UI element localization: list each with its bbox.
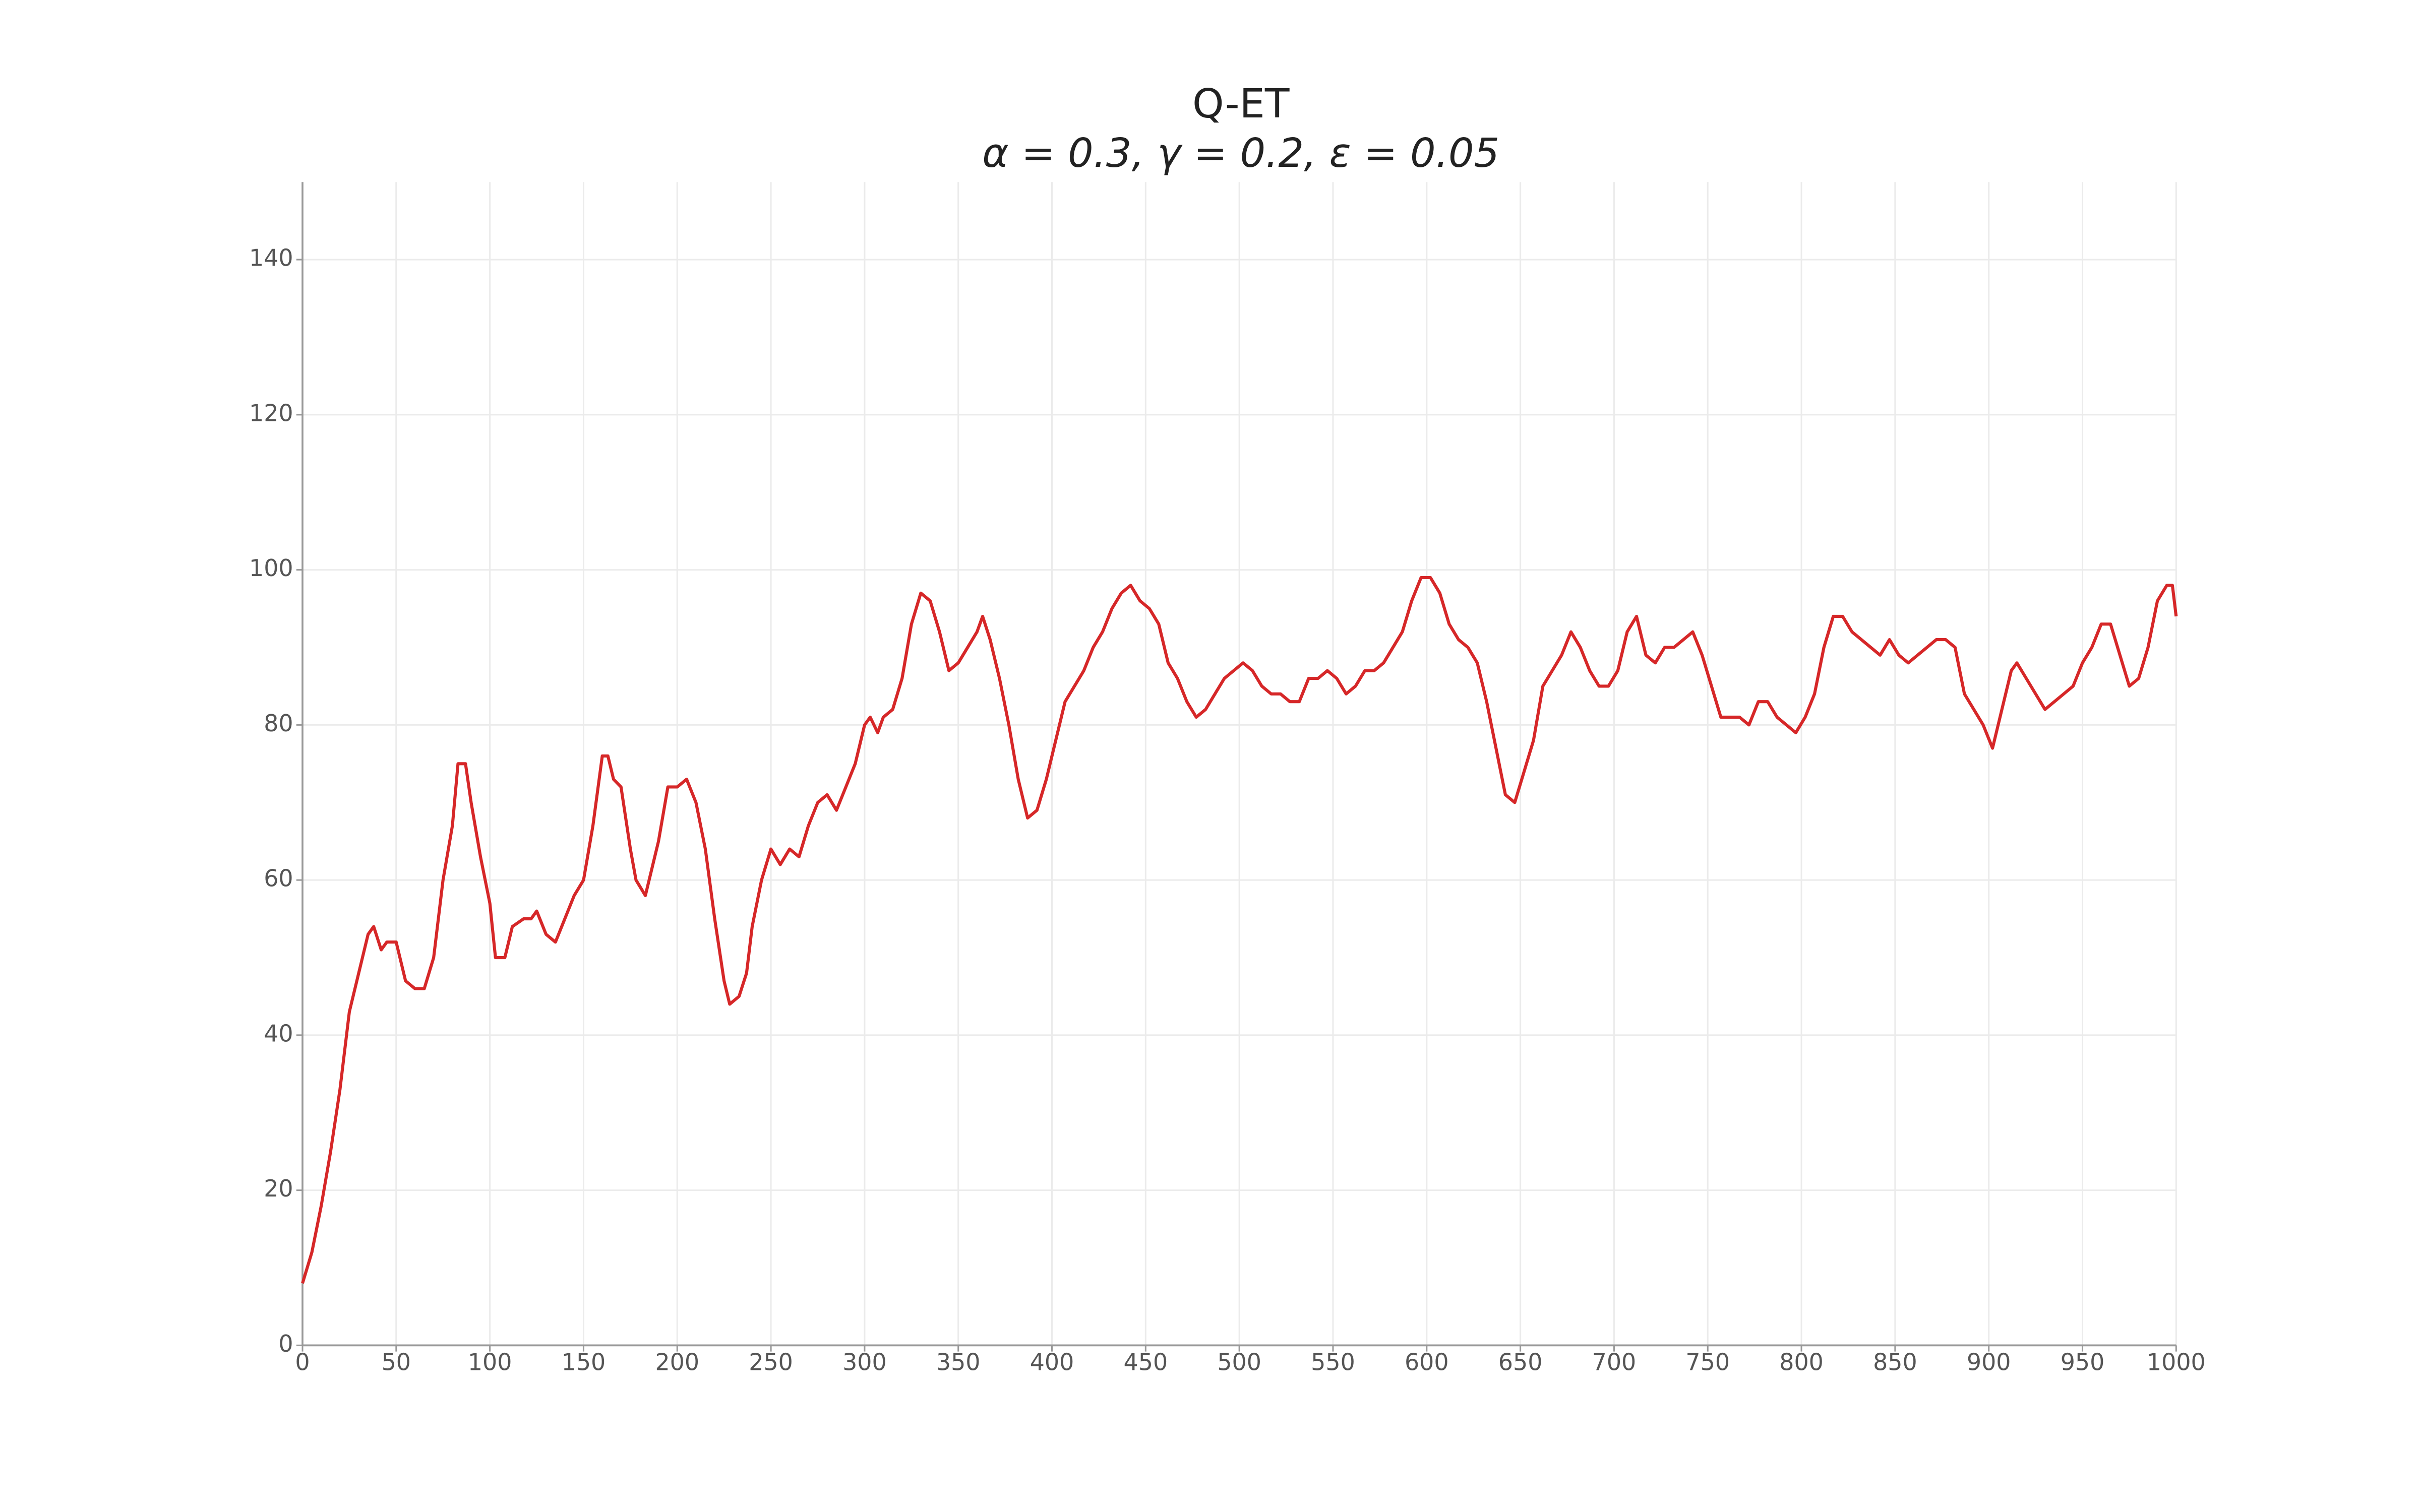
x-tick-label: 450 [1124, 1349, 1168, 1376]
y-tick-label: 140 [249, 244, 293, 272]
x-tick-label: 850 [1873, 1349, 1917, 1376]
x-tick-label: 50 [382, 1349, 411, 1376]
y-tick-label: 60 [264, 865, 293, 892]
y-tick-label: 0 [278, 1330, 293, 1357]
x-tick-label: 300 [842, 1349, 887, 1376]
x-tick-label: 800 [1779, 1349, 1824, 1376]
x-tick-label: 200 [655, 1349, 699, 1376]
x-tick-label: 250 [749, 1349, 793, 1376]
series-line [301, 576, 2178, 1284]
x-tick-label: 650 [1498, 1349, 1543, 1376]
x-tick-label: 500 [1217, 1349, 1261, 1376]
y-tick-label: 80 [264, 710, 293, 737]
x-tick-label: 750 [1685, 1349, 1730, 1376]
x-tick-label: 600 [1405, 1349, 1449, 1376]
chart-subtitle: α = 0.3, γ = 0.2, ε = 0.05 [982, 130, 1499, 176]
y-tick-label: 20 [264, 1175, 293, 1202]
y-tick-label: 120 [249, 399, 293, 426]
x-tick-label: 0 [295, 1349, 310, 1376]
x-tick-label: 350 [936, 1349, 981, 1376]
x-tick-label: 100 [468, 1349, 512, 1376]
y-tick-label: 40 [264, 1020, 293, 1047]
x-tick-label: 700 [1592, 1349, 1637, 1376]
y-tick-label: 100 [249, 554, 293, 582]
x-tick-label: 950 [2061, 1349, 2105, 1376]
x-tick-label: 900 [1967, 1349, 2011, 1376]
axes: 0 50 100 150 200 250 300 350 400 450 500 550 600 650 7… [249, 182, 2206, 1376]
x-tick-label: 150 [562, 1349, 606, 1376]
x-tick-label: 550 [1311, 1349, 1355, 1376]
grid [301, 182, 2177, 1346]
x-tick-label: 400 [1030, 1349, 1074, 1376]
chart-title: Q-ET [1192, 80, 1290, 127]
x-tick-label: 1000 [2147, 1349, 2206, 1376]
